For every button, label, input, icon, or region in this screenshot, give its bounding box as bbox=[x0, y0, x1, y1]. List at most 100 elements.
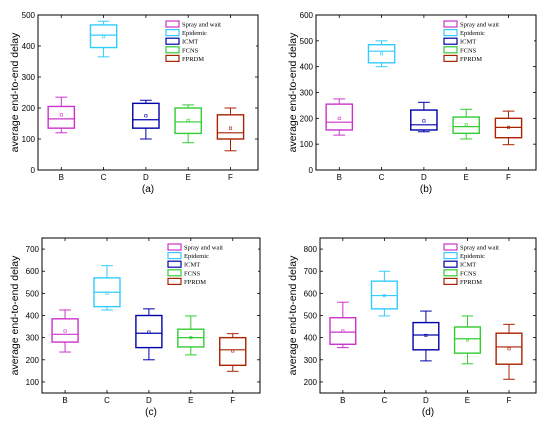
x-tick-label: E bbox=[465, 396, 470, 405]
box-c bbox=[89, 20, 118, 58]
legend-swatch bbox=[443, 269, 458, 277]
y-tick-label: 200 bbox=[22, 104, 36, 113]
box-mean-marker bbox=[102, 35, 106, 39]
legend-swatch bbox=[443, 29, 458, 37]
panel-label: (c) bbox=[145, 407, 157, 418]
legend-swatch bbox=[167, 277, 182, 285]
y-tick-label: 600 bbox=[26, 267, 40, 276]
y-tick-label: 500 bbox=[300, 37, 314, 46]
y-tick-label: 700 bbox=[304, 267, 318, 276]
y-tick-label: 0 bbox=[31, 166, 36, 175]
plot-frame bbox=[37, 14, 259, 171]
box-f bbox=[494, 110, 523, 146]
panel-label: (b) bbox=[420, 184, 432, 195]
x-tick-label: F bbox=[228, 173, 233, 182]
legend-swatch bbox=[443, 37, 458, 45]
box-c bbox=[370, 270, 398, 317]
legend-entry: Spray and wait bbox=[184, 245, 223, 252]
box-body bbox=[452, 116, 481, 135]
box-body bbox=[135, 314, 163, 349]
y-tick-label: 300 bbox=[26, 334, 40, 343]
y-axis-label: average end-to-end delay bbox=[287, 32, 299, 152]
legend-swatch bbox=[165, 54, 180, 63]
box-b bbox=[325, 98, 354, 136]
y-tick-label: 600 bbox=[304, 289, 318, 298]
box-b bbox=[47, 96, 76, 134]
box-body bbox=[495, 332, 523, 365]
x-tick-label: D bbox=[423, 396, 429, 405]
legend-entry: Epidemic bbox=[460, 253, 485, 260]
box-e bbox=[177, 315, 205, 356]
legend-swatch bbox=[165, 20, 180, 28]
y-tick-label: 500 bbox=[26, 289, 40, 298]
box-f bbox=[219, 333, 247, 372]
box-f bbox=[495, 323, 523, 380]
box-b bbox=[51, 309, 79, 353]
x-tick-label: B bbox=[337, 173, 342, 182]
legend-swatch bbox=[165, 37, 180, 45]
box-mean-marker bbox=[337, 116, 341, 120]
legend-entry: Epidemic bbox=[460, 30, 485, 37]
x-tick-label: B bbox=[59, 173, 64, 182]
x-tick-label: D bbox=[143, 173, 149, 182]
y-tick-label: 300 bbox=[22, 73, 36, 82]
legend-swatch bbox=[443, 20, 458, 28]
box-mean-marker bbox=[422, 119, 426, 123]
box-mean-marker bbox=[380, 52, 384, 56]
x-tick-label: E bbox=[464, 173, 469, 182]
legend-swatch bbox=[167, 252, 182, 260]
box-body bbox=[51, 318, 79, 343]
box-d bbox=[135, 308, 163, 361]
box-mean-marker bbox=[506, 125, 510, 129]
y-tick-label: 400 bbox=[300, 63, 314, 72]
x-tick-label: B bbox=[62, 396, 67, 405]
box-c bbox=[367, 40, 396, 68]
legend-entry: Spray and wait bbox=[460, 245, 499, 252]
box-body bbox=[89, 24, 118, 49]
legend-entry: Spray and wait bbox=[182, 22, 221, 29]
legend-entry: FPRDM bbox=[460, 279, 482, 286]
y-tick-label: 400 bbox=[22, 42, 36, 51]
box-mean-marker bbox=[507, 347, 511, 351]
box-d bbox=[132, 99, 160, 140]
legend-swatch bbox=[167, 269, 182, 277]
box-mean-marker bbox=[105, 291, 109, 295]
box-d bbox=[410, 101, 438, 133]
box-body bbox=[329, 317, 357, 345]
x-tick-label: D bbox=[421, 173, 427, 182]
y-tick-label: 400 bbox=[26, 312, 40, 321]
legend-swatch bbox=[167, 260, 182, 268]
legend-swatch bbox=[167, 243, 182, 251]
y-tick-label: 100 bbox=[26, 378, 40, 387]
y-axis-label: average end-to-end delay bbox=[287, 255, 299, 375]
box-mean-marker bbox=[147, 330, 151, 334]
x-tick-label: C bbox=[104, 396, 110, 405]
y-tick-label: 200 bbox=[300, 114, 314, 123]
x-tick-label: F bbox=[506, 173, 511, 182]
legend-entry: FCNS bbox=[460, 270, 477, 277]
box-body bbox=[47, 105, 76, 129]
legend-swatch bbox=[165, 46, 180, 54]
box-body bbox=[132, 102, 160, 129]
legend-entry: FPRDM bbox=[182, 56, 204, 63]
legend-entry: Epidemic bbox=[182, 30, 207, 37]
legend-swatch bbox=[443, 54, 458, 63]
y-tick-label: 500 bbox=[304, 312, 318, 321]
box-body bbox=[174, 107, 203, 135]
y-tick-label: 600 bbox=[300, 11, 314, 20]
legend-entry: ICMT bbox=[184, 262, 200, 269]
legend-entry: ICMT bbox=[182, 39, 198, 46]
box-e bbox=[174, 104, 203, 144]
x-tick-label: D bbox=[146, 396, 152, 405]
x-tick-label: F bbox=[230, 396, 235, 405]
box-mean-marker bbox=[229, 126, 233, 130]
legend-entry: FPRDM bbox=[184, 279, 206, 286]
